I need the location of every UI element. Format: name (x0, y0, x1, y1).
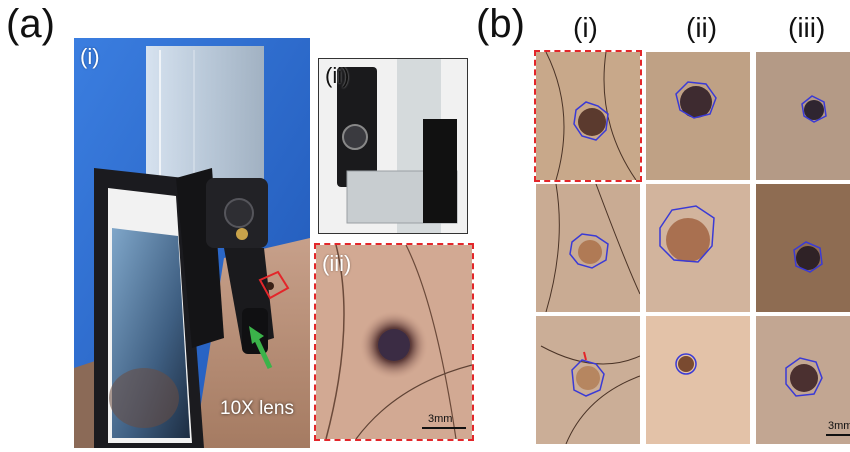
column-iii-label: (iii) (788, 12, 826, 43)
lesion-r1-c2 (646, 52, 750, 180)
scale-label-a: 3mm (428, 413, 453, 425)
lesion-r2-c3-illustration (756, 184, 850, 312)
column-ii-label: (ii) (686, 12, 718, 43)
device-closeup-photo: (ii) (318, 58, 468, 234)
lesion-r1-c3 (756, 52, 850, 180)
scale-bar-a (422, 427, 466, 429)
subpanel-iii-label: (iii) (322, 251, 352, 276)
panel-a-label: (a) (6, 2, 55, 46)
lesion-r3-c1-illustration (536, 316, 640, 444)
lens-label: 10X lens (220, 398, 294, 419)
lesion-r2-c3 (756, 184, 850, 312)
magnified-mole-photo: (iii) 3mm (316, 245, 472, 439)
lesion-r3-c3-illustration (756, 316, 850, 444)
lesion-r2-c1-illustration (536, 184, 640, 312)
magnified-mole-illustration (316, 245, 472, 439)
lesion-r3-c3: 3mm (756, 316, 850, 444)
device-closeup-illustration (319, 59, 467, 233)
phone-attachment-photo: (i) (74, 38, 310, 448)
lesion-r1-c1-illustration (536, 52, 640, 180)
lesion-r1-c1 (536, 52, 640, 180)
lesion-r1-c3-illustration (756, 52, 850, 180)
lesion-r3-c1 (536, 316, 640, 444)
subpanel-i-label: (i) (80, 44, 100, 69)
column-i-label: (i) (573, 12, 598, 43)
scale-bar-b (826, 434, 850, 436)
lesion-r2-c1 (536, 184, 640, 312)
phone-attachment-illustration (74, 38, 310, 448)
lesion-r1-c2-illustration (646, 52, 750, 180)
scale-label-b: 3mm (828, 420, 850, 432)
panel-b-label: (b) (476, 2, 525, 46)
lesion-r2-c2-illustration (646, 184, 750, 312)
subpanel-ii-label: (ii) (325, 63, 350, 88)
lesion-r2-c2 (646, 184, 750, 312)
lesion-r3-c2 (646, 316, 750, 444)
lesion-r3-c2-illustration (646, 316, 750, 444)
